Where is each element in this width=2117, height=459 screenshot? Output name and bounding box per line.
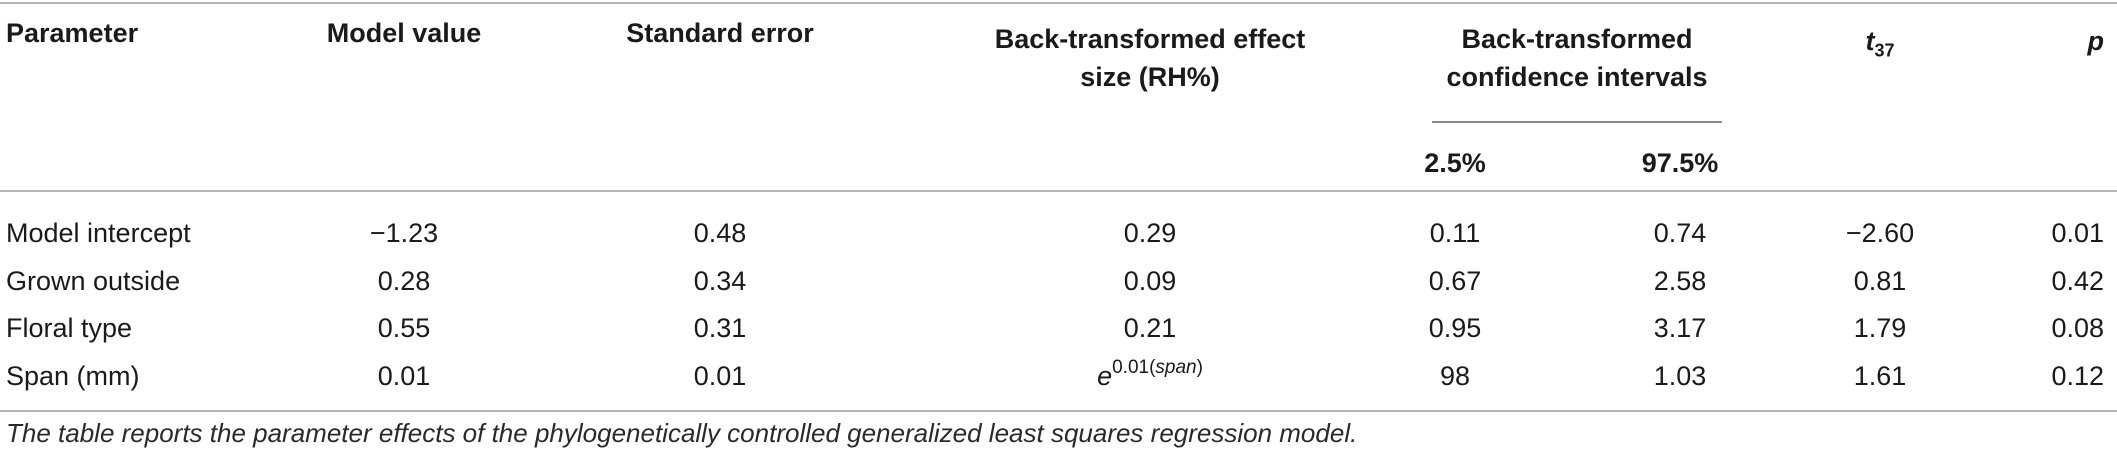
- cell-ci-high: 2.58: [1653, 266, 1707, 296]
- cell-t: 0.81: [1853, 266, 1907, 296]
- cell-effect-size: 0.09: [1123, 266, 1177, 296]
- cell-ci-high: 3.17: [1653, 313, 1707, 343]
- cell-parameter: Floral type: [6, 313, 133, 343]
- cell-model-value: 0.01: [377, 361, 431, 391]
- cell-ci-low: 98: [1439, 361, 1471, 391]
- cell-p: 0.42: [2051, 266, 2104, 296]
- cell-t: 1.79: [1853, 313, 1907, 343]
- header-t-sub: 37: [1874, 40, 1895, 61]
- table-caption: The table reports the parameter effects …: [6, 418, 1358, 448]
- header-ci-line2: confidence intervals: [1446, 62, 1708, 92]
- cell-model-value: 0.28: [377, 266, 431, 296]
- cell-ci-high: 0.74: [1653, 218, 1707, 248]
- table-top-rule: [0, 2, 2117, 4]
- cell-standard-error: 0.31: [693, 313, 747, 343]
- formula-base: e: [1097, 361, 1113, 391]
- cell-t: −2.60: [1845, 218, 1915, 248]
- cell-ci-low: 0.11: [1429, 218, 1481, 248]
- header-model-value: Model value: [326, 18, 482, 48]
- header-parameter: Parameter: [6, 18, 139, 48]
- cell-ci-low: 0.67: [1428, 266, 1482, 296]
- cell-effect-size: 0.21: [1123, 313, 1177, 343]
- cell-ci-high: 1.03: [1653, 361, 1707, 391]
- cell-parameter: Span (mm): [6, 361, 140, 391]
- header-standard-error: Standard error: [626, 18, 814, 48]
- cell-effect-size-formula: e0.01(span): [900, 357, 1400, 397]
- header-t: t37: [1865, 26, 1895, 61]
- cell-standard-error: 0.01: [693, 361, 747, 391]
- ci-spanner-rule: [1432, 121, 1722, 123]
- cell-standard-error: 0.34: [693, 266, 747, 296]
- cell-model-value: 0.55: [377, 313, 431, 343]
- cell-effect-size: 0.29: [1123, 218, 1177, 248]
- cell-parameter: Grown outside: [6, 266, 181, 296]
- header-ci-high: 97.5%: [1641, 148, 1719, 178]
- header-effect-size-line1: Back-transformed effect: [994, 24, 1306, 54]
- formula-exponent: 0.01(span): [1112, 357, 1203, 378]
- cell-parameter: Model intercept: [6, 218, 191, 248]
- cell-p: 0.12: [2051, 361, 2104, 391]
- table-bottom-rule: [0, 410, 2117, 412]
- header-p: p: [2087, 26, 2105, 56]
- cell-ci-low: 0.95: [1428, 313, 1482, 343]
- cell-t: 1.61: [1853, 361, 1907, 391]
- cell-standard-error: 0.48: [693, 218, 747, 248]
- header-bottom-rule: [0, 190, 2117, 192]
- header-effect-size-line2: size (RH%): [1080, 62, 1220, 92]
- header-ci-low: 2.5%: [1424, 148, 1486, 178]
- header-ci-line1: Back-transformed: [1461, 24, 1693, 54]
- cell-p: 0.08: [2051, 313, 2104, 343]
- cell-p: 0.01: [2051, 218, 2104, 248]
- cell-model-value: −1.23: [369, 218, 439, 248]
